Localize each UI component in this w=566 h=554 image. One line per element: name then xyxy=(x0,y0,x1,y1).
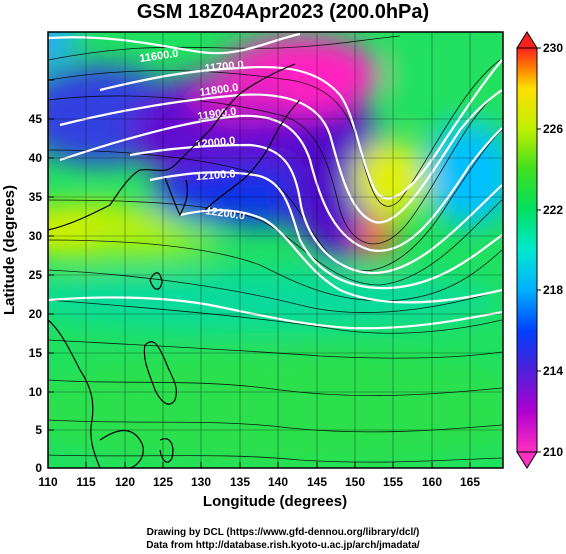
colorbar-label: 226 xyxy=(543,122,563,136)
streamline xyxy=(48,35,401,61)
y-tick-label: 35 xyxy=(29,190,43,204)
x-tick-labels: 110 115 120 125 130 135 140 145 150 155 … xyxy=(38,475,480,489)
y-tick-label: 10 xyxy=(29,385,43,399)
x-tick-label: 160 xyxy=(422,475,442,489)
x-tick-label: 110 xyxy=(38,475,58,489)
credit-data-source: Data from http://database.rish.kyoto-u.a… xyxy=(146,540,420,551)
field-yellow-ridge xyxy=(352,140,428,220)
colorbar-label: 218 xyxy=(543,283,563,297)
x-tick-label: 165 xyxy=(460,475,480,489)
contour-12200 xyxy=(179,209,503,304)
coastline-japan xyxy=(204,99,301,211)
coastline-philippines xyxy=(143,341,177,405)
y-tick-label: 40 xyxy=(29,151,43,165)
credit-drawing: Drawing by DCL (https://www.gfd-dennou.o… xyxy=(146,527,420,538)
colorbar: 230 226 222 218 214 210 xyxy=(516,31,563,469)
contour-11700 xyxy=(99,59,503,200)
streamline xyxy=(48,299,503,334)
coastline-sulawesi xyxy=(159,438,174,463)
x-tick-label: 135 xyxy=(230,475,250,489)
y-tick-label: 0 xyxy=(35,461,42,475)
y-tick-marks xyxy=(48,79,54,469)
field-south-green xyxy=(48,350,503,468)
contour-11600 xyxy=(48,32,301,55)
colorbar-label: 222 xyxy=(543,203,563,217)
y-tick-label: 15 xyxy=(29,346,43,360)
contour-12300 xyxy=(48,296,503,330)
plot-frame xyxy=(47,31,504,469)
x-tick-label: 120 xyxy=(115,475,135,489)
contour-label-11700: 11700.0 xyxy=(204,59,244,75)
colorbar-label: 210 xyxy=(543,445,563,459)
contour-label-11900: 11900.0 xyxy=(197,106,237,123)
contour-label-12100: 12100.0 xyxy=(195,168,236,183)
field-green-ne xyxy=(390,32,503,130)
coastline-borneo xyxy=(99,430,144,468)
x-tick-label: 145 xyxy=(307,475,327,489)
colorbar-min-arrow xyxy=(516,451,538,469)
y-tick-labels: 0 5 10 15 20 25 30 35 40 45 xyxy=(29,112,43,475)
streamline xyxy=(48,454,503,463)
grid xyxy=(48,32,503,468)
streamline xyxy=(48,89,503,245)
contour-label-11600: 11600.0 xyxy=(139,48,179,65)
x-tick-marks xyxy=(47,462,471,468)
x-tick-label: 125 xyxy=(153,475,173,489)
streamline xyxy=(48,419,503,433)
coastline-korea xyxy=(164,177,189,217)
contour-label-11800: 11800.0 xyxy=(199,82,239,99)
x-tick-label: 140 xyxy=(268,475,288,489)
coastline-asia xyxy=(48,63,296,231)
colorbar-label: 214 xyxy=(543,364,563,378)
field-cyan-trough-west xyxy=(48,32,80,68)
streamline xyxy=(48,239,503,302)
contour-label-12200: 12200.0 xyxy=(205,205,246,222)
coastline-taiwan xyxy=(149,272,163,290)
y-tick-label: 5 xyxy=(35,423,42,437)
streamline xyxy=(48,379,503,397)
x-axis-label: Longitude (degrees) xyxy=(203,493,347,510)
streamline xyxy=(48,269,503,313)
streamline xyxy=(48,339,503,359)
colorbar-max-arrow xyxy=(516,31,538,49)
contour-11800 xyxy=(59,89,503,224)
map-title: GSM 18Z04Apr2023 (200.0hPa) xyxy=(136,1,430,23)
x-tick-label: 155 xyxy=(383,475,403,489)
coastline-indochina xyxy=(48,319,101,468)
y-tick-label: 20 xyxy=(29,307,43,321)
contour-12100 xyxy=(149,171,503,290)
y-tick-label: 30 xyxy=(29,229,43,243)
contour-label-12000: 12000.0 xyxy=(195,135,236,151)
y-tick-label: 25 xyxy=(29,268,43,282)
contour-12000 xyxy=(129,143,503,275)
y-axis-label: Latitude (degrees) xyxy=(1,185,18,315)
colorbar-gradient xyxy=(516,47,538,453)
x-tick-label: 130 xyxy=(191,475,211,489)
field-yellow-west-2 xyxy=(80,220,220,260)
contour-labels: 11600.0 11700.0 11800.0 11900.0 12000.0 … xyxy=(139,48,246,223)
colorbar-label: 230 xyxy=(543,41,563,55)
x-tick-label: 150 xyxy=(345,475,365,489)
y-tick-label: 45 xyxy=(29,112,43,126)
coastlines xyxy=(48,63,301,468)
x-tick-label: 115 xyxy=(76,475,96,489)
